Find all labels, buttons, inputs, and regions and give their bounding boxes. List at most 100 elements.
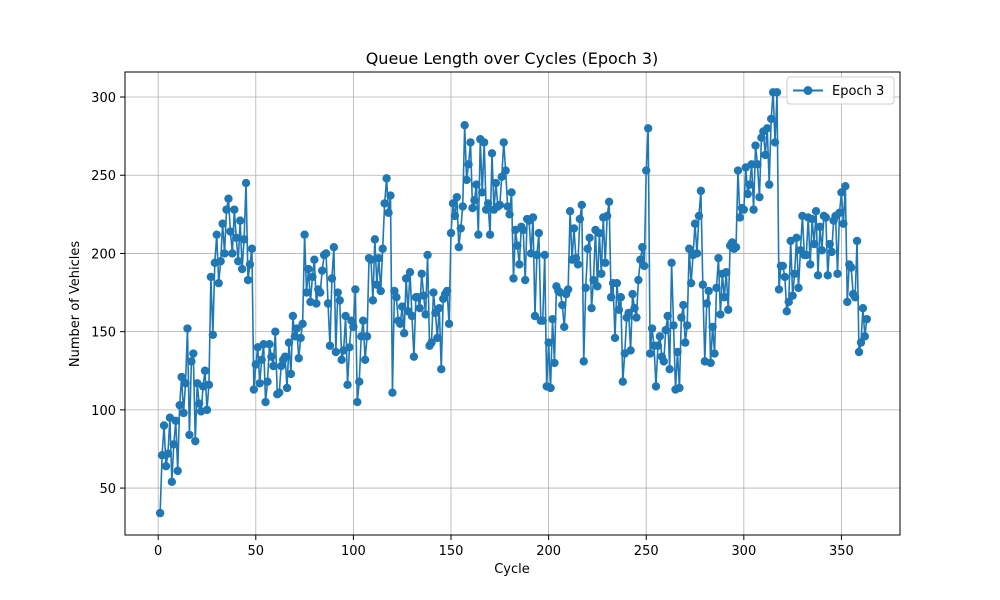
data-point: [856, 338, 866, 347]
data-point: [460, 120, 469, 130]
data-point: [679, 300, 688, 310]
data-point: [704, 286, 713, 296]
data-point: [462, 175, 471, 185]
data-point: [437, 365, 446, 374]
data-point: [179, 408, 188, 418]
data-point: [513, 241, 522, 250]
data-point: [355, 377, 364, 386]
data-point: [815, 222, 825, 232]
data-point: [323, 299, 333, 308]
data-point: [655, 332, 665, 341]
data-point: [661, 325, 670, 335]
data-point: [417, 269, 426, 278]
data-point: [286, 369, 296, 379]
data-point: [161, 461, 171, 471]
data-point: [860, 332, 870, 341]
data-point: [202, 405, 212, 415]
chart-title: Queue Length over Cycles (Epoch 3): [366, 49, 659, 68]
data-point: [317, 266, 327, 275]
data-point: [237, 264, 247, 274]
data-point: [811, 207, 821, 216]
data-point: [702, 299, 711, 308]
data-point: [171, 416, 180, 426]
data-point: [288, 311, 298, 321]
data-point: [807, 214, 817, 224]
data-point: [528, 213, 538, 222]
data-point: [843, 297, 852, 307]
x-tick-label: 50: [248, 544, 265, 559]
data-point: [763, 124, 772, 133]
data-point: [733, 166, 743, 175]
data-point: [452, 192, 462, 202]
data-point: [442, 286, 452, 296]
y-tick-label: 200: [91, 247, 116, 262]
data-point: [329, 242, 339, 252]
data-point: [341, 311, 350, 321]
data-point: [778, 261, 788, 271]
data-point: [454, 242, 464, 252]
data-point: [472, 180, 481, 189]
data-point: [841, 181, 850, 191]
data-point: [706, 358, 715, 368]
data-point: [747, 160, 756, 169]
x-tick-label: 100: [341, 544, 366, 559]
data-point: [784, 297, 793, 307]
data-point: [407, 311, 417, 321]
data-point: [667, 258, 676, 268]
data-point: [546, 383, 555, 393]
data-point: [675, 383, 684, 393]
data-point: [710, 349, 719, 358]
data-point: [833, 269, 842, 278]
data-point: [850, 293, 860, 302]
data-point: [634, 275, 643, 285]
y-tick-label: 300: [91, 91, 116, 106]
data-point: [532, 250, 542, 260]
data-point: [181, 379, 190, 388]
data-point: [360, 355, 370, 365]
data-point: [716, 310, 725, 319]
data-point: [388, 388, 397, 397]
data-point: [720, 293, 729, 302]
data-point: [183, 324, 192, 333]
data-point: [458, 202, 467, 211]
data-point: [585, 233, 594, 242]
x-axis-label: Cycle: [494, 562, 530, 577]
data-point: [189, 349, 198, 358]
data-point: [770, 138, 780, 147]
data-point: [761, 150, 770, 160]
data-point: [823, 271, 832, 280]
data-point: [708, 322, 717, 332]
data-point: [765, 180, 774, 189]
data-point: [351, 285, 360, 294]
data-point: [579, 357, 588, 366]
data-point: [645, 349, 655, 358]
data-point: [167, 477, 177, 487]
data-point: [321, 249, 331, 258]
data-point: [827, 247, 836, 257]
data-point: [302, 288, 311, 297]
data-point: [362, 332, 372, 341]
data-point: [220, 249, 229, 258]
data-point: [435, 303, 444, 313]
data-point: [191, 436, 200, 446]
data-point: [396, 319, 405, 329]
data-point: [806, 260, 815, 269]
data-point: [384, 208, 393, 217]
x-tick-label: 0: [154, 544, 162, 559]
data-point: [163, 449, 173, 458]
data-point: [474, 230, 483, 239]
data-point: [382, 174, 391, 183]
data-point: [392, 293, 401, 302]
data-point: [665, 365, 674, 374]
data-point: [724, 305, 733, 314]
legend-label: Epoch 3: [832, 84, 884, 99]
data-point: [743, 189, 752, 199]
data-point: [194, 399, 204, 408]
data-point: [735, 213, 745, 222]
data-point: [847, 263, 856, 272]
data-point: [677, 313, 686, 322]
data-point: [630, 303, 639, 313]
data-point: [792, 233, 801, 242]
legend-marker: [803, 86, 813, 95]
